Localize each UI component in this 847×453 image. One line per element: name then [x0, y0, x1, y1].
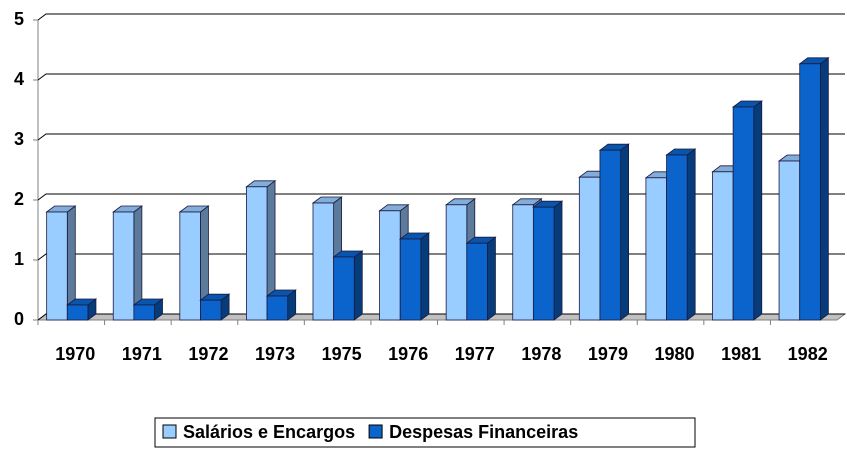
- bar: [379, 210, 401, 321]
- grid-line: [37, 193, 845, 201]
- bar: [778, 160, 801, 321]
- bar-side: [819, 56, 829, 321]
- grid-line: [37, 13, 845, 21]
- legend-label: Salários e Encargos: [183, 422, 355, 442]
- grid-line: [37, 253, 845, 261]
- y-tick-label: 5: [14, 9, 24, 29]
- x-tick-label: 1975: [322, 344, 362, 364]
- bar: [133, 304, 155, 321]
- bar: [445, 204, 468, 321]
- x-tick-label: 1976: [388, 344, 428, 364]
- grid-line: [37, 313, 845, 321]
- y-tick-label: 3: [14, 129, 24, 149]
- y-tick-label: 4: [14, 69, 24, 89]
- bar: [712, 171, 734, 321]
- bar: [599, 149, 621, 321]
- y-tick-label: 1: [14, 249, 24, 269]
- bar-side: [420, 232, 430, 321]
- x-tick-label: 1972: [188, 344, 228, 364]
- x-tick-label: 1982: [788, 344, 828, 364]
- bar: [266, 295, 289, 321]
- bar-side: [620, 143, 629, 321]
- legend-swatch: [162, 424, 177, 439]
- bar: [179, 211, 201, 321]
- x-tick-label: 1981: [721, 344, 761, 364]
- bar-side: [487, 236, 496, 321]
- legend-swatch: [368, 424, 383, 439]
- x-tick-label: 1977: [455, 344, 495, 364]
- x-tick-label: 1979: [588, 344, 628, 364]
- bar: [66, 304, 89, 321]
- x-tick-label: 1978: [521, 344, 561, 364]
- bar: [466, 242, 488, 321]
- y-tick-label: 0: [14, 309, 24, 329]
- bar: [399, 238, 422, 321]
- bar-side: [753, 100, 763, 321]
- x-tick-label: 1970: [55, 344, 95, 364]
- x-tick-label: 1971: [122, 344, 162, 364]
- bar: [46, 211, 68, 321]
- grid-line: [37, 133, 845, 141]
- bar: [666, 154, 688, 321]
- x-tick-label: 1980: [655, 344, 695, 364]
- bar: [732, 106, 755, 321]
- grid-line: [37, 73, 845, 81]
- bar: [645, 177, 667, 321]
- y-tick-label: 2: [14, 189, 24, 209]
- bar-side: [553, 200, 563, 321]
- bar: [112, 211, 135, 321]
- bar: [312, 202, 335, 321]
- bar-side: [353, 250, 363, 321]
- bar-side: [686, 148, 696, 321]
- legend-box: [154, 417, 696, 448]
- bar: [799, 63, 821, 321]
- x-tick-label: 1973: [255, 344, 295, 364]
- bar: [532, 206, 555, 321]
- bar: [512, 204, 534, 321]
- bar: [333, 256, 355, 321]
- bar: [246, 186, 268, 321]
- legend-label: Despesas Financeiras: [389, 422, 578, 442]
- bar: [200, 299, 222, 321]
- bar: [578, 176, 601, 321]
